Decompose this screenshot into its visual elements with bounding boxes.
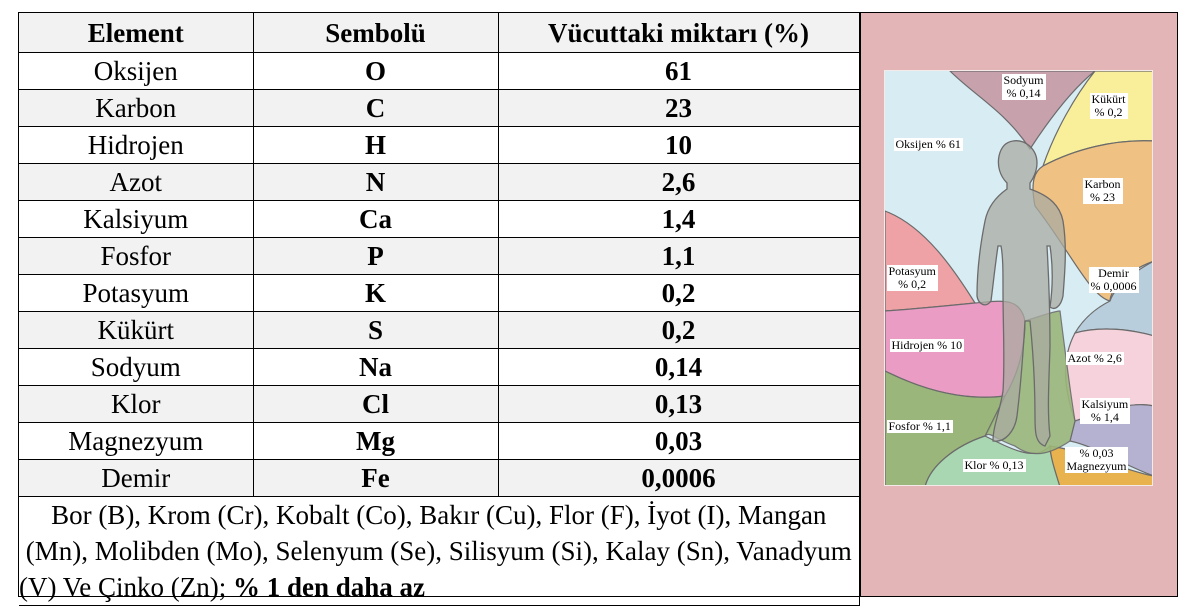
- element-percent: 0,03: [497, 422, 860, 460]
- element-symbol: Na: [252, 348, 499, 386]
- element-percent: 0,2: [497, 274, 860, 312]
- element-symbol: O: [252, 52, 499, 90]
- table-row: Karbon C 23: [19, 89, 860, 127]
- element-symbol: Ca: [252, 200, 499, 238]
- human-body-element-diagram: Sodyum% 0,14 Kükürt% 0,2 Oksijen % 61 Ka…: [883, 70, 1153, 486]
- label-kalsiyum: Kalsiyum% 1,4: [1079, 397, 1131, 424]
- table-row: Fosfor P 1,1: [19, 237, 860, 275]
- table-row: Demir Fe 0,0006: [19, 459, 860, 497]
- label-karbon: Karbon% 23: [1082, 177, 1123, 204]
- header-symbol: Sembolü: [252, 13, 499, 53]
- element-percent: 61: [497, 52, 860, 90]
- table-row: Klor Cl 0,13: [19, 385, 860, 423]
- element-symbol: Fe: [252, 459, 499, 497]
- label-kukurt: Kükürt% 0,2: [1089, 92, 1128, 119]
- label-fosfor: Fosfor % 1,1: [886, 419, 953, 433]
- table-row: Potasyum K 0,2: [19, 274, 860, 312]
- element-symbol: Cl: [252, 385, 499, 423]
- element-composition-document: Element Sembolü Vücuttaki miktarı (%) Ok…: [18, 12, 1178, 606]
- element-name: Kalsiyum: [19, 200, 254, 238]
- element-symbol: Mg: [252, 422, 499, 460]
- table-row: Azot N 2,6: [19, 163, 860, 201]
- element-percent: 1,4: [497, 200, 860, 238]
- element-name: Potasyum: [19, 274, 254, 312]
- element-symbol: N: [252, 163, 499, 201]
- element-name: Karbon: [19, 89, 254, 127]
- element-name: Azot: [19, 163, 254, 201]
- table-row: Magnezyum Mg 0,03: [19, 422, 860, 460]
- element-percent: 1,1: [497, 237, 860, 275]
- element-percent: 0,13: [497, 385, 860, 423]
- element-symbol: H: [252, 126, 499, 164]
- label-demir: Demir% 0,0006: [1088, 266, 1139, 293]
- element-percent: 23: [497, 89, 860, 127]
- element-name: Hidrojen: [19, 126, 254, 164]
- element-percent: 0,2: [497, 311, 860, 349]
- table-row: Kalsiyum Ca 1,4: [19, 200, 860, 238]
- header-percent: Vücuttaki miktarı (%): [497, 13, 860, 53]
- table-row: Hidrojen H 10: [19, 126, 860, 164]
- label-magnezyum: % 0,03 Magnezyum: [1064, 446, 1129, 473]
- element-name: Kükürt: [19, 311, 254, 349]
- table-header-row: Element Sembolü Vücuttaki miktarı (%): [19, 13, 860, 53]
- human-silhouette: [975, 140, 1066, 447]
- element-name: Magnezyum: [19, 422, 254, 460]
- element-symbol: P: [252, 237, 499, 275]
- element-symbol: S: [252, 311, 499, 349]
- element-name: Klor: [19, 385, 254, 423]
- element-table: Element Sembolü Vücuttaki miktarı (%) Ok…: [19, 13, 860, 606]
- label-oksijen: Oksijen % 61: [893, 137, 963, 151]
- element-percent: 0,0006: [497, 459, 860, 497]
- element-name: Demir: [19, 459, 254, 497]
- label-klor: Klor % 0,13: [962, 458, 1026, 472]
- element-name: Oksijen: [19, 52, 254, 90]
- table-row: Sodyum Na 0,14: [19, 348, 860, 386]
- trace-elements-emphasis: % 1 den daha az: [232, 572, 426, 602]
- element-percent: 2,6: [497, 163, 860, 201]
- table-row: Kükürt S 0,2: [19, 311, 860, 349]
- label-hidrojen: Hidrojen % 10: [889, 338, 965, 352]
- element-symbol: K: [252, 274, 499, 312]
- element-name: Fosfor: [19, 237, 254, 275]
- label-sodyum: Sodyum% 0,14: [1001, 73, 1046, 100]
- trace-elements-note: Bor (B), Krom (Cr), Kobalt (Co), Bakır (…: [19, 496, 860, 606]
- element-percent: 0,14: [497, 348, 860, 386]
- label-potasyum: Potasyum% 0,2: [886, 264, 938, 291]
- header-element: Element: [19, 13, 254, 53]
- element-name: Sodyum: [19, 348, 254, 386]
- footnote-row: Bor (B), Krom (Cr), Kobalt (Co), Bakır (…: [19, 496, 860, 606]
- table-row: Oksijen O 61: [19, 52, 860, 90]
- element-percent: 10: [497, 126, 860, 164]
- trace-elements-list: Bor (B), Krom (Cr), Kobalt (Co), Bakır (…: [19, 500, 852, 602]
- element-symbol: C: [252, 89, 499, 127]
- label-azot: Azot % 2,6: [1065, 351, 1124, 365]
- illustration-panel: Sodyum% 0,14 Kükürt% 0,2 Oksijen % 61 Ka…: [859, 13, 1177, 596]
